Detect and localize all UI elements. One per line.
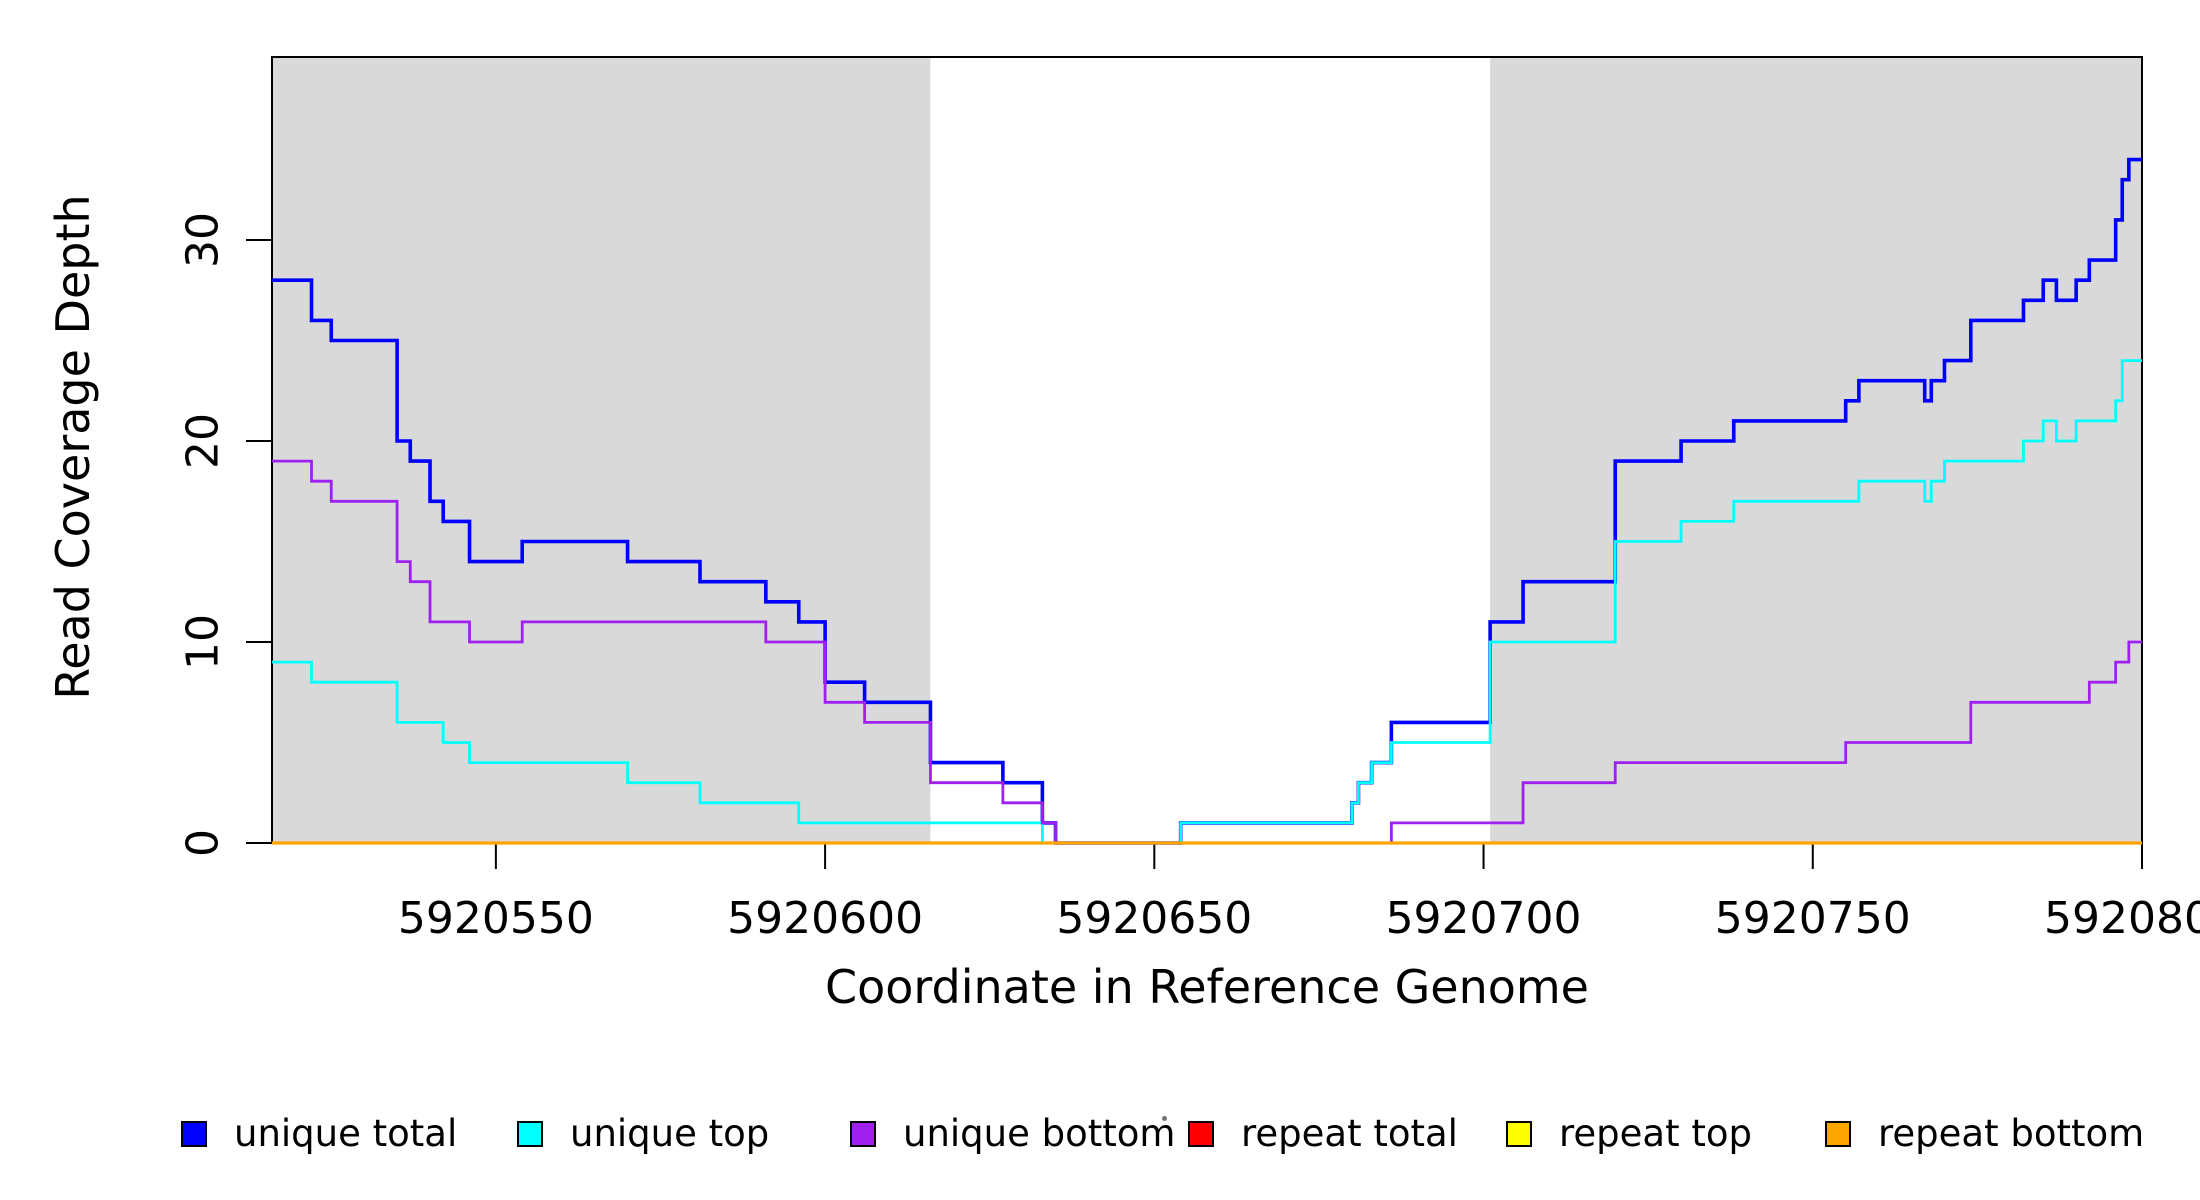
x-tick-label: 5920550 [397, 893, 594, 944]
x-tick-label: 5920700 [1385, 893, 1582, 944]
y-tick-label: 10 [177, 614, 229, 670]
x-tick-label: 5920750 [1714, 893, 1911, 944]
y-tick-label: 30 [177, 212, 229, 268]
stray-dot-mark [1162, 1116, 1167, 1121]
x-axis-title: Coordinate in Reference Genome [825, 960, 1589, 1014]
x-tick-label: 5920650 [1056, 893, 1253, 944]
y-axis-title: Read Coverage Depth [46, 194, 100, 700]
shaded-region [272, 57, 931, 843]
y-tick-label: 0 [177, 829, 229, 857]
y-tick-label: 20 [177, 413, 229, 469]
series-unique-top [272, 359, 2142, 845]
shaded-region [1490, 57, 2142, 843]
x-tick-label: 5920600 [727, 893, 924, 944]
series-unique-bottom [272, 459, 2142, 845]
